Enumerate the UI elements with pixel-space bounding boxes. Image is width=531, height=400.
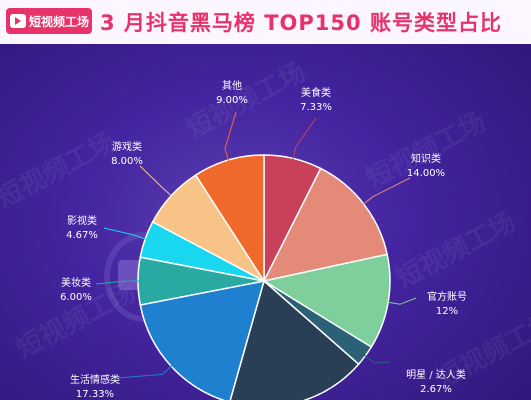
slice-label: 官方账号 <box>427 290 467 303</box>
brand-logo: 短视频工场 <box>6 8 92 34</box>
leader-line <box>95 280 141 285</box>
leader-line <box>103 227 148 241</box>
slice-value-label: 2.67% <box>420 384 452 395</box>
leader-line <box>117 364 174 379</box>
slice-label: 其他 <box>222 79 242 92</box>
leader-line <box>224 111 237 163</box>
slice-value-label: 17.33% <box>76 389 114 400</box>
slice-label: 美食类 <box>301 86 331 99</box>
leader-line <box>292 117 317 161</box>
slice-value-label: 14.00% <box>407 168 445 179</box>
pie-slice <box>229 279 360 400</box>
slice-label: 生活情感类 <box>70 373 120 386</box>
slice-value-label: 8.00% <box>111 156 143 167</box>
slice-value-label: 12% <box>436 306 458 317</box>
video-play-icon <box>10 14 26 28</box>
page-title: 3 月抖音黑马榜 TOP150 账号类型占比 <box>100 11 502 35</box>
header-bar: 短视频工场 3 月抖音黑马榜 TOP150 账号类型占比 <box>0 0 531 44</box>
leader-line <box>386 297 417 305</box>
logo-text: 短视频工场 <box>29 14 90 29</box>
slice-value-label: 6.00% <box>60 292 92 303</box>
leader-line <box>363 354 391 364</box>
slice-label: 游戏类 <box>112 140 142 153</box>
slice-value-label: 9.00% <box>216 95 248 106</box>
leader-line <box>361 177 411 206</box>
slice-label: 知识类 <box>411 152 441 165</box>
slice-value-label: 4.67% <box>66 230 98 241</box>
slice-label: 美妆类 <box>61 276 91 289</box>
slice-label: 明星 / 达人类 <box>406 368 466 381</box>
slice-label: 影视类 <box>67 214 97 227</box>
slice-value-label: 7.33% <box>300 102 332 113</box>
leader-line <box>139 165 174 198</box>
